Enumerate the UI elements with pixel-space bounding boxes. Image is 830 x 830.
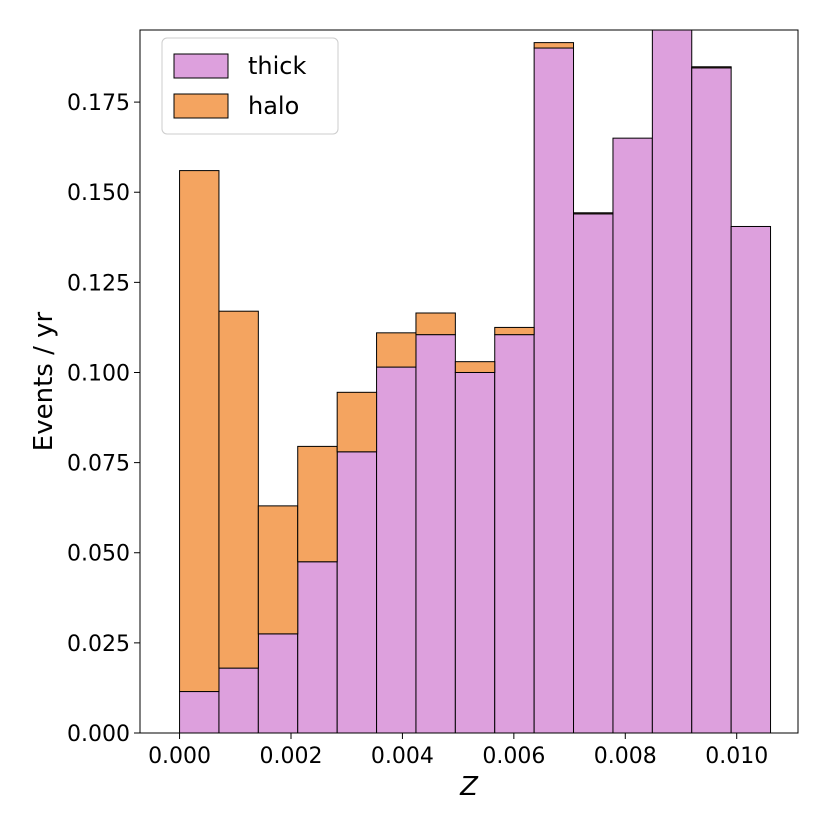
- bar-halo-9: [533, 42, 575, 49]
- bar-halo-3: [297, 445, 338, 563]
- bar-halo-6: [415, 312, 456, 336]
- x-axis-ticks: 0.000 0.002 0.004 0.006 0.008 0.010: [148, 733, 768, 769]
- bar-halo-5: [376, 332, 417, 368]
- y-axis-ticks: 0.000 0.025 0.050 0.075 0.100 0.125 0.150 0.175: [67, 91, 140, 747]
- x-tick-label: 0.008: [594, 744, 657, 769]
- bar-halo-8: [494, 326, 535, 336]
- bar-thick-5: [376, 366, 417, 733]
- bar-thick-0: [179, 691, 220, 733]
- bar-thick-13: [691, 67, 732, 733]
- bar-thick-9: [533, 47, 575, 733]
- legend: thick halo: [161, 37, 339, 135]
- bar-halo-4: [336, 391, 378, 453]
- y-axis-label: Events / yr: [29, 311, 59, 451]
- bars-layer: [179, 30, 772, 733]
- plot-frame: [139, 29, 799, 734]
- legend-swatch-thick: [173, 53, 229, 79]
- y-tick-label: 0.025: [67, 632, 130, 657]
- bar-thick-4: [336, 451, 378, 733]
- bar-halo-1: [218, 310, 259, 669]
- legend-label-thick: thick: [248, 52, 306, 80]
- y-tick-label: 0.075: [67, 452, 130, 477]
- bar-halo-0: [179, 170, 220, 693]
- bar-thick-11: [612, 137, 653, 733]
- bar-thick-8: [494, 334, 535, 733]
- bar-thick-12: [651, 30, 693, 733]
- y-tick-label: 0.125: [67, 271, 130, 296]
- y-tick-label: 0.175: [67, 91, 130, 116]
- x-axis-label: Z: [459, 772, 479, 802]
- bar-thick-6: [415, 334, 456, 733]
- y-tick-label: 0.150: [67, 181, 130, 206]
- x-tick-label: 0.004: [371, 744, 434, 769]
- legend-swatch-halo: [173, 93, 229, 119]
- x-tick-label: 0.000: [148, 744, 211, 769]
- x-tick-label: 0.006: [482, 744, 545, 769]
- y-tick-label: 0.050: [67, 542, 130, 567]
- bar-halo-13: [691, 66, 732, 69]
- y-tick-label: 0.100: [67, 361, 130, 386]
- bar-thick-10: [573, 213, 614, 733]
- y-tick-label: 0.000: [67, 722, 130, 747]
- bar-thick-3: [297, 561, 338, 733]
- bar-halo-7: [454, 361, 496, 373]
- bar-halo-2: [257, 505, 299, 635]
- bar-halo-10: [573, 212, 614, 215]
- x-tick-label: 0.010: [705, 744, 768, 769]
- bar-thick-2: [257, 633, 299, 733]
- x-tick-label: 0.002: [259, 744, 322, 769]
- legend-label-halo: halo: [248, 92, 299, 120]
- bar-thick-14: [730, 225, 772, 733]
- bar-thick-1: [218, 667, 259, 733]
- bar-thick-7: [454, 371, 496, 733]
